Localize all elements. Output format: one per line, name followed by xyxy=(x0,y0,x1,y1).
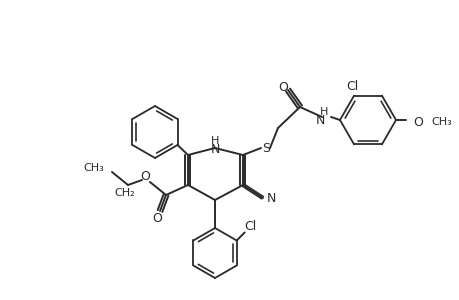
Text: O: O xyxy=(140,170,150,184)
Text: H: H xyxy=(210,136,218,146)
Text: S: S xyxy=(262,142,269,154)
Text: O: O xyxy=(412,116,422,128)
Text: CH₃: CH₃ xyxy=(83,163,104,173)
Text: O: O xyxy=(277,80,287,94)
Text: N: N xyxy=(314,113,324,127)
Text: H: H xyxy=(319,107,327,117)
Text: O: O xyxy=(152,212,162,226)
Text: N: N xyxy=(266,191,275,205)
Text: CH₂: CH₂ xyxy=(114,188,135,198)
Text: Cl: Cl xyxy=(345,80,358,93)
Text: Cl: Cl xyxy=(244,220,256,233)
Text: N: N xyxy=(210,142,219,155)
Text: CH₃: CH₃ xyxy=(430,117,451,127)
